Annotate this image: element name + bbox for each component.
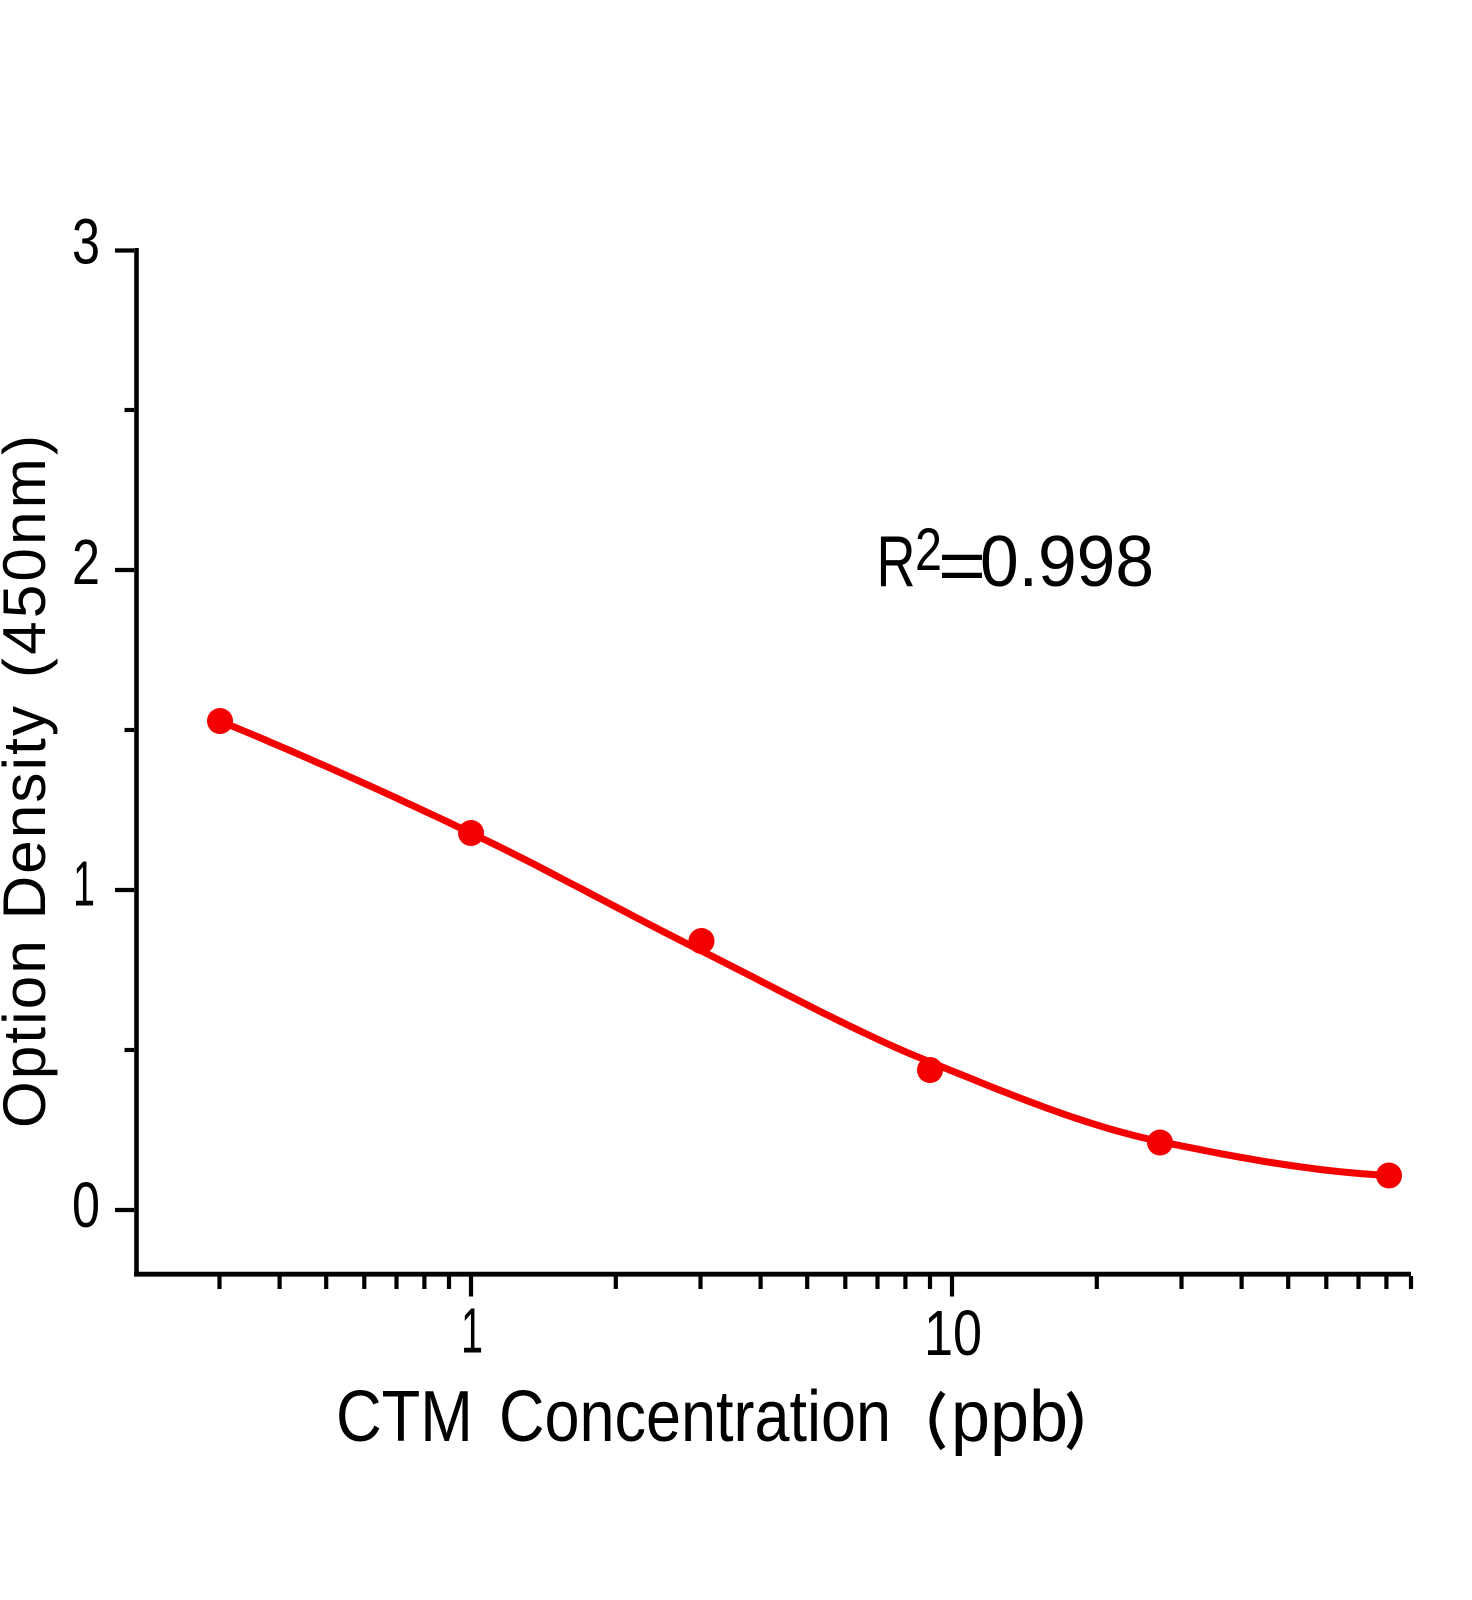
svg-text:1: 1 [73,848,95,920]
svg-text:1: 1 [461,1295,483,1367]
svg-text:10: 10 [924,1297,982,1369]
svg-text:2: 2 [915,516,942,583]
svg-text:R: R [877,522,916,602]
svg-text:Option Density (450nm): Option Density (450nm) [0,435,58,1128]
svg-text:0: 0 [72,1169,100,1241]
svg-text:3: 3 [72,206,100,278]
svg-text:CTM Concentration ppb: CTM Concentration ppb [336,1377,1068,1457]
svg-text:=: = [938,526,986,606]
svg-text:2: 2 [72,526,100,598]
svg-text:0.998: 0.998 [980,522,1154,602]
